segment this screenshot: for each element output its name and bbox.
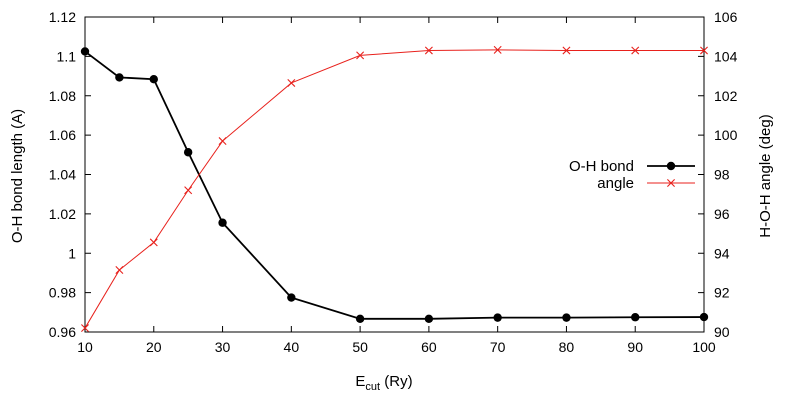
data-point <box>700 46 708 55</box>
marker-stroke <box>424 46 433 55</box>
data-point <box>493 313 502 322</box>
marker-stroke <box>562 46 571 55</box>
data-point <box>115 73 124 82</box>
left-y-tick-label: 1.08 <box>49 88 76 104</box>
x-tick-label: 40 <box>284 339 300 355</box>
marker-stroke <box>631 46 640 55</box>
data-point <box>562 313 571 322</box>
marker-stroke <box>184 186 193 195</box>
data-point <box>424 314 434 324</box>
x-axis-title-rest: (Ry) <box>380 373 413 390</box>
right-y-tick-label: 98 <box>714 167 730 183</box>
series-line <box>84 50 705 320</box>
data-point <box>184 186 193 195</box>
data-point <box>355 314 365 324</box>
right-y-tick-label: 90 <box>714 324 730 340</box>
data-point <box>149 238 158 247</box>
data-point <box>287 293 296 302</box>
right-y-tick-label: 92 <box>714 285 730 301</box>
legend-label: O-H bond <box>569 158 634 175</box>
left-y-tick-label: 1.12 <box>49 9 76 25</box>
series-angle <box>81 45 708 333</box>
marker-stroke <box>493 45 502 54</box>
series-bond-length <box>80 47 709 324</box>
data-point <box>424 46 433 55</box>
left-y-tick-label: 0.96 <box>49 324 76 340</box>
x-tick-label: 80 <box>559 339 575 355</box>
left-y-tick-label: 1.02 <box>49 206 76 222</box>
data-point <box>115 265 124 274</box>
x-axis-title-base: E <box>355 373 365 390</box>
marker-stroke <box>218 137 227 146</box>
marker-stroke <box>667 179 675 187</box>
data-point <box>81 324 89 333</box>
data-point <box>493 45 502 54</box>
x-tick-label: 50 <box>352 339 368 355</box>
left-y-tick-label: 0.98 <box>49 285 76 301</box>
data-point <box>631 46 640 55</box>
axes: 10 20 30 40 50 60 70 80 90 1000.960.9811.021.041.… <box>49 9 738 355</box>
marker-stroke <box>356 51 365 60</box>
legend-marker <box>667 179 675 187</box>
right-y-tick-label: 106 <box>714 9 738 25</box>
x-tick-label: 60 <box>421 339 437 355</box>
x-tick-label: 90 <box>627 339 643 355</box>
right-y-tick-label: 96 <box>714 206 730 222</box>
left-y-tick-label: 1.1 <box>57 48 77 64</box>
left-axis-title: O-H bond length (A) <box>9 109 26 243</box>
right-y-tick-label: 100 <box>714 127 738 143</box>
data-point <box>149 75 158 84</box>
left-y-tick-label: 1.04 <box>49 167 76 183</box>
right-axis-title: H-O-H angle (deg) <box>757 114 774 237</box>
series-layer <box>80 45 709 333</box>
legend-entry: angle <box>597 175 695 192</box>
legend-marker <box>666 161 676 171</box>
data-point <box>218 137 227 146</box>
x-tick-label: 100 <box>692 339 716 355</box>
data-point <box>80 47 90 56</box>
right-y-tick-label: 102 <box>714 88 738 104</box>
legend-label: angle <box>597 175 634 192</box>
right-y-tick-label: 104 <box>714 48 738 64</box>
right-y-tick-label: 94 <box>714 245 730 261</box>
data-point <box>183 148 193 157</box>
series-line <box>84 49 704 329</box>
marker-stroke <box>149 238 158 247</box>
legend-entry: O-H bond <box>569 158 695 175</box>
data-point <box>699 312 709 322</box>
marker-stroke <box>700 46 708 55</box>
marker-stroke <box>115 265 124 274</box>
x-axis-title-sub: cut <box>365 381 380 393</box>
data-point <box>631 313 640 322</box>
x-tick-label: 30 <box>215 339 231 355</box>
x-tick-label: 10 <box>77 339 93 355</box>
x-tick-label: 70 <box>490 339 506 355</box>
x-axis-title: Ecut (Ry) <box>355 373 412 393</box>
data-point <box>218 218 227 227</box>
data-point <box>562 46 571 55</box>
left-y-tick-label: 1 <box>68 245 76 261</box>
data-point <box>287 78 296 87</box>
data-point <box>356 51 365 60</box>
marker-stroke <box>81 324 89 333</box>
marker-stroke <box>287 78 296 87</box>
x-tick-label: 20 <box>146 339 162 355</box>
left-y-tick-label: 1.06 <box>49 127 76 143</box>
